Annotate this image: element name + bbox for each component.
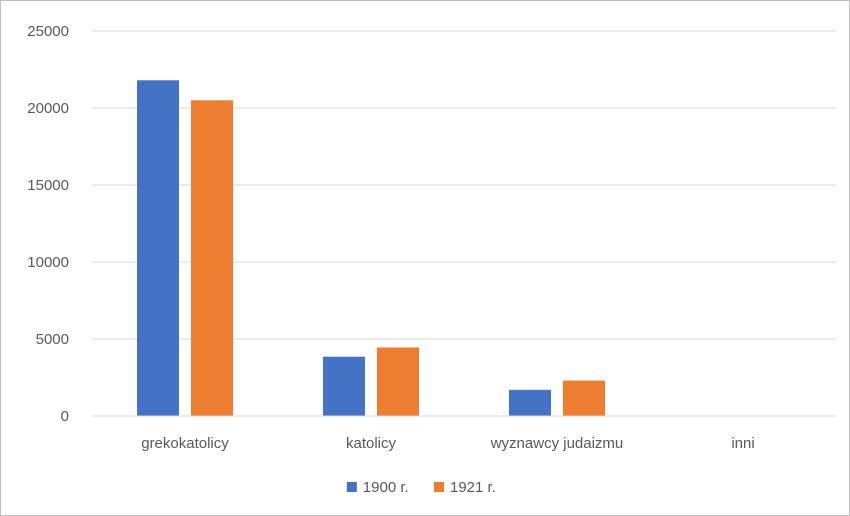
bar-series-1	[137, 80, 179, 416]
x-category-label: katolicy	[346, 435, 397, 452]
y-tick-label: 15000	[27, 177, 69, 194]
legend-swatch	[346, 482, 357, 492]
bar-series-2	[563, 380, 605, 416]
legend-label: 1921 r.	[450, 479, 496, 496]
legend-label: 1900 r.	[363, 479, 409, 496]
x-category-label: grekokatolicy	[141, 435, 229, 452]
x-axis-category-labels: grekokatolicy katolicy wyznawcy judaizmu in…	[141, 435, 754, 452]
y-tick-label: 10000	[27, 254, 69, 271]
y-tick-label: 0	[61, 408, 69, 425]
y-tick-label: 20000	[27, 100, 69, 117]
y-tick-label: 5000	[36, 331, 69, 348]
y-tick-label: 25000	[27, 23, 69, 40]
bar-series-2	[377, 347, 419, 416]
legend-item[interactable]: 1921 r.	[434, 479, 496, 496]
legend[interactable]: 1900 r. 1921 r.	[346, 479, 496, 496]
bar-series-1	[509, 389, 551, 416]
y-axis-tick-labels: 0 5000 10000 15000 20000 25000	[27, 23, 69, 425]
x-category-label: inni	[731, 435, 754, 452]
bar-series-1	[323, 356, 365, 416]
legend-swatch	[434, 482, 444, 492]
bar-series-2	[191, 100, 233, 417]
bars	[137, 80, 605, 417]
legend-item[interactable]: 1900 r.	[346, 479, 409, 496]
x-category-label: wyznawcy judaizmu	[490, 435, 624, 452]
